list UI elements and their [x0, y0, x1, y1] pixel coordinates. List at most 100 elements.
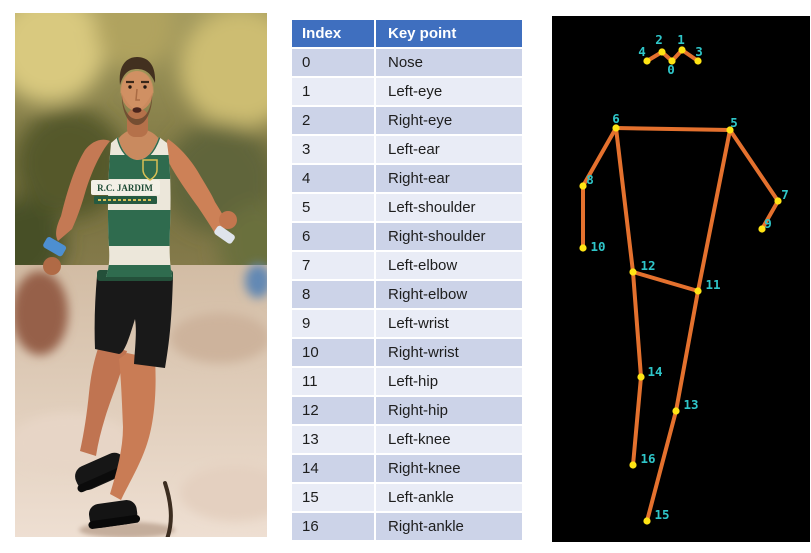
runner-left-arm [165, 139, 228, 235]
keypoint-dot-15 [643, 517, 651, 525]
table-cell-keypoint-5: Left-shoulder [376, 194, 522, 221]
runner-right-hand [43, 257, 61, 275]
keypoint-label-0: 0 [667, 62, 675, 77]
bone-11-13 [674, 289, 700, 413]
jersey-text: R.C. JARDIM [97, 183, 153, 193]
keypoint-label-11: 11 [705, 277, 720, 292]
keypoint-label-4: 4 [638, 44, 646, 59]
table-cell-keypoint-16: Right-ankle [376, 513, 522, 540]
keypoint-label-12: 12 [640, 258, 655, 273]
runner-left-wristband [214, 225, 235, 244]
keypoint-dot-12 [629, 268, 637, 276]
runner-right-arm [56, 139, 110, 241]
table-cell-index-4: 4 [292, 165, 374, 192]
keypoint-dot-3 [694, 57, 702, 65]
keypoint-label-5: 5 [730, 115, 738, 130]
jersey-text-panel [91, 180, 160, 195]
keypoint-label-7: 7 [781, 187, 789, 202]
keypoint-dot-2 [658, 48, 666, 56]
table-cell-index-1: 1 [292, 78, 374, 105]
keypoint-dot-5 [726, 126, 734, 134]
bone-5-7 [728, 128, 780, 203]
keypoint-dot-9 [758, 225, 766, 233]
table-cell-index-9: 9 [292, 310, 374, 337]
table-cell-keypoint-3: Left-ear [376, 136, 522, 163]
keypoint-dot-0 [668, 57, 676, 65]
keypoint-label-9: 9 [764, 216, 772, 231]
table-cell-keypoint-10: Right-wrist [376, 339, 522, 366]
bone-13-15 [645, 409, 678, 523]
table-cell-keypoint-13: Left-knee [376, 426, 522, 453]
bone-6-12 [614, 126, 635, 274]
table-cell-keypoint-7: Left-elbow [376, 252, 522, 279]
bone-6-8 [581, 126, 618, 188]
runner-right-wristband [43, 237, 67, 257]
pose-skeleton-panel: 0 1 2 3 4 5 6 7 8 9 10 11 12 13 14 15 16 [552, 16, 810, 542]
table-cell-keypoint-15: Left-ankle [376, 484, 522, 511]
table-cell-keypoint-9: Left-wrist [376, 310, 522, 337]
runner-left-hand [219, 211, 237, 229]
bone-5-11 [696, 128, 732, 293]
runner-shorts [94, 276, 173, 368]
table-cell-index-8: 8 [292, 281, 374, 308]
table-cell-index-12: 12 [292, 397, 374, 424]
table-cell-keypoint-4: Right-ear [376, 165, 522, 192]
table-cell-keypoint-2: Right-eye [376, 107, 522, 134]
keypoint-label-13: 13 [683, 397, 698, 412]
table-cell-index-2: 2 [292, 107, 374, 134]
table-cell-keypoint-8: Right-elbow [376, 281, 522, 308]
table-cell-keypoint-11: Left-hip [376, 368, 522, 395]
runner-trailing-leg [80, 343, 127, 456]
right-eye [128, 85, 132, 89]
keypoint-label-6: 6 [612, 111, 620, 126]
bone-6-5 [614, 126, 732, 132]
keypoint-table: Index Key point 0 Nose 1 Left-eye 2 Right-eye 3 L… [292, 20, 522, 540]
keypoint-dot-10 [579, 244, 587, 252]
left-eye [143, 85, 147, 89]
table-cell-index-10: 10 [292, 339, 374, 366]
table-header-keypoint: Key point [376, 20, 522, 47]
keypoint-dot-16 [629, 461, 637, 469]
keypoint-label-8: 8 [586, 172, 594, 187]
keypoint-dot-1 [678, 46, 686, 54]
bone-12-11 [631, 270, 700, 293]
table-cell-index-14: 14 [292, 455, 374, 482]
bone-7-9 [760, 199, 780, 231]
bone-14-16 [631, 375, 643, 467]
table-cell-index-5: 5 [292, 194, 374, 221]
keypoint-dot-13 [672, 407, 680, 415]
runner-planted-leg [110, 353, 156, 500]
table-cell-index-15: 15 [292, 484, 374, 511]
runner-shoe-planted [88, 500, 141, 529]
table-cell-index-3: 3 [292, 136, 374, 163]
keypoint-label-14: 14 [647, 364, 662, 379]
mouth [132, 107, 142, 113]
table-cell-keypoint-6: Right-shoulder [376, 223, 522, 250]
table-cell-index-0: 0 [292, 49, 374, 76]
table-cell-keypoint-0: Nose [376, 49, 522, 76]
keypoint-dot-4 [643, 57, 651, 65]
bone-12-14 [631, 270, 643, 379]
keypoint-dot-8 [579, 182, 587, 190]
table-cell-index-16: 16 [292, 513, 374, 540]
runner-vest [106, 137, 172, 277]
nose-shading [135, 88, 140, 101]
keypoint-label-3: 3 [695, 44, 703, 59]
keypoint-label-1: 1 [677, 32, 685, 47]
keypoint-dot-14 [637, 373, 645, 381]
table-cell-keypoint-14: Right-knee [376, 455, 522, 482]
keypoint-label-10: 10 [590, 239, 605, 254]
table-cell-index-13: 13 [292, 426, 374, 453]
keypoint-label-2: 2 [655, 32, 663, 47]
table-cell-index-11: 11 [292, 368, 374, 395]
keypoint-dot-6 [612, 124, 620, 132]
table-cell-keypoint-1: Left-eye [376, 78, 522, 105]
keypoint-dot-7 [774, 197, 782, 205]
table-header-index: Index [292, 20, 374, 47]
runner-beard [121, 95, 153, 125]
table-cell-index-7: 7 [292, 252, 374, 279]
table-cell-keypoint-12: Right-hip [376, 397, 522, 424]
stick-on-ground [163, 481, 173, 537]
